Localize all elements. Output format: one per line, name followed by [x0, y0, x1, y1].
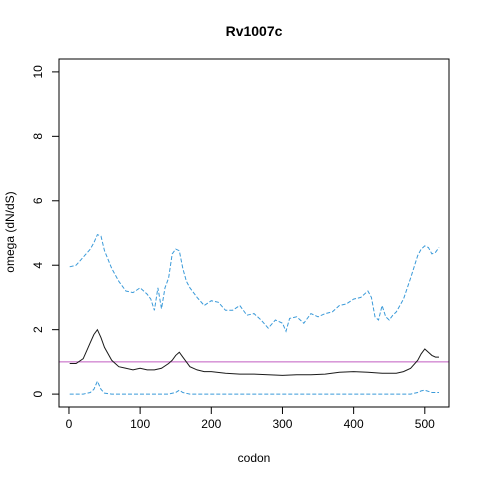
x-tick-label: 500 — [415, 417, 435, 431]
y-axis-label: omega (dN/dS) — [3, 191, 17, 272]
omega-line — [69, 328, 439, 376]
y-tick-label: 10 — [31, 65, 45, 79]
y-tick-label: 2 — [31, 326, 45, 333]
y-tick-label: 8 — [31, 133, 45, 140]
chart-title: Rv1007c — [226, 23, 283, 39]
x-tick-label: 200 — [201, 417, 221, 431]
x-tick-label: 300 — [272, 417, 292, 431]
x-axis: 0 100 200 300 400 500 — [66, 407, 435, 431]
y-axis: 0 2 4 6 8 10 — [31, 65, 59, 397]
lower-ci-line — [69, 379, 439, 395]
y-tick-label: 4 — [31, 262, 45, 269]
y-tick-label: 0 — [31, 390, 45, 397]
x-tick-label: 400 — [344, 417, 364, 431]
x-tick-label: 100 — [130, 417, 150, 431]
upper-ci-line — [69, 233, 440, 333]
plot-frame — [58, 58, 450, 408]
x-tick-label: 0 — [66, 417, 73, 431]
plot-lines — [59, 233, 449, 395]
y-tick-label: 6 — [31, 197, 45, 204]
x-axis-label: codon — [238, 451, 271, 465]
